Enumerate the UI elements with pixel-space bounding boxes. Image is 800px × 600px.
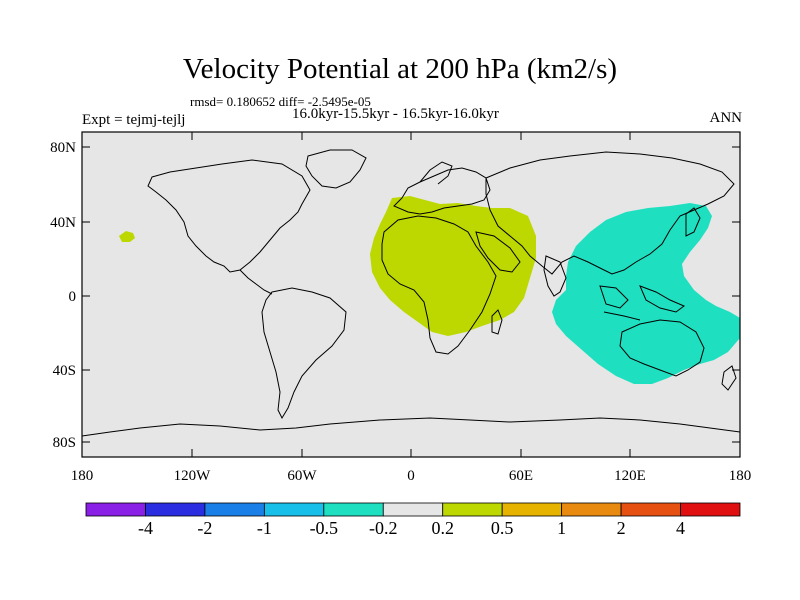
lat-label-80s: 80S: [53, 435, 76, 451]
colorbar-swatch-0: [85, 502, 146, 517]
colorbar-label: -2: [197, 518, 213, 538]
colorbar-swatch-3: [263, 502, 325, 517]
lon-label-180e: 180: [729, 468, 752, 484]
colorbar-swatch-1: [145, 502, 206, 517]
experiment-label: Expt = tejmj-tejlj: [82, 112, 186, 128]
colorbar-label: 2: [616, 518, 626, 538]
coast-japan: [685, 207, 701, 237]
coast-india: [543, 255, 567, 297]
lat-label-40s: 40S: [53, 363, 76, 379]
colorbar-label: -0.2: [369, 518, 398, 538]
lon-label-120e: 120E: [614, 468, 646, 484]
axis-ticks: [81, 132, 741, 457]
colorbar-swatch-10: [680, 502, 741, 517]
colorbar-label: -1: [256, 518, 272, 538]
colorbar-swatch-7: [501, 502, 563, 517]
lat-label-40n: 40N: [50, 215, 76, 231]
period-label: 16.0kyr-15.5kyr - 16.5kyr-16.0kyr: [292, 106, 499, 122]
coast-south-america: [261, 287, 347, 420]
lat-label-80n: 80N: [50, 140, 76, 156]
coastlines: [81, 149, 741, 437]
page-title: Velocity Potential at 200 hPa (km2/s): [182, 53, 618, 85]
lat-label-0: 0: [69, 289, 77, 305]
colorbar-swatch-2: [204, 502, 265, 517]
colorbar-swatch-8: [561, 502, 622, 517]
lon-label-180w: 180: [71, 468, 94, 484]
anomaly-africa-positive: [370, 196, 536, 336]
colorbar-label: 0.2: [431, 518, 454, 538]
coast-new-zealand: [721, 365, 737, 391]
colorbar-swatch-4: [323, 502, 384, 517]
colorbar-swatch-9: [620, 502, 681, 517]
coast-madagascar: [491, 309, 503, 335]
season-label: ANN: [709, 110, 743, 126]
rmsd-stats: rmsd= 0.180652 diff= -2.5495e-05: [190, 94, 371, 109]
coast-antarctica: [81, 417, 741, 437]
colorbar-swatch-6: [442, 502, 503, 517]
colorbar: [85, 502, 741, 517]
coast-north-america: [147, 159, 311, 273]
colorbar-label: 0.5: [490, 518, 514, 538]
colorbar-label: 1: [557, 518, 567, 538]
coast-africa: [381, 215, 497, 355]
coast-asia: [485, 151, 735, 275]
lon-label-0: 0: [407, 468, 415, 484]
colorbar-swatch-5: [382, 502, 444, 517]
colorbar-label: -0.5: [309, 518, 339, 538]
lon-label-120w: 120W: [174, 468, 212, 484]
coast-greenland: [305, 149, 367, 189]
lon-label-60e: 60E: [509, 468, 533, 484]
anomaly-indo-pacific-negative: [552, 203, 740, 384]
lon-label-60w: 60W: [287, 468, 317, 484]
coast-arabia: [475, 231, 521, 273]
coast-europe: [393, 167, 491, 215]
coast-maritime-continent: [599, 285, 685, 321]
anomaly-pacific-islet-positive: [119, 231, 135, 242]
colorbar-label: -4: [137, 518, 153, 538]
coast-australia: [619, 319, 705, 377]
coast-scandinavia: [419, 161, 453, 185]
coast-central-america: [239, 269, 273, 295]
colorbar-label: 4: [676, 518, 686, 538]
